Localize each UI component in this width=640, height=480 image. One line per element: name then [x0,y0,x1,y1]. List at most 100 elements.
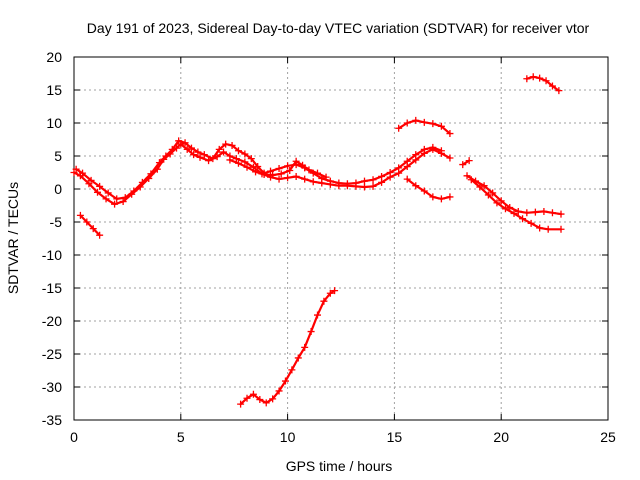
data-point [437,147,445,155]
data-point [326,289,334,297]
data-point [254,163,262,171]
data-point [241,150,249,158]
data-point [301,175,309,183]
data-point [531,208,539,216]
data-point [104,189,112,197]
y-tick-label: 5 [54,148,62,164]
data-point [326,177,334,185]
grid [74,57,608,420]
data-point [209,155,217,163]
y-axis-label: SDTVAR / TECUs [5,182,21,294]
data-point [360,177,368,185]
data-point [484,191,492,199]
data-point [501,205,509,213]
data-point [529,73,537,81]
data-point [130,187,138,195]
series-line [79,214,101,237]
data-point [275,387,283,395]
chart-title: Day 191 of 2023, Sidereal Day-to-day VTE… [87,20,590,36]
data-point [527,219,535,227]
y-tick-label: -35 [42,412,62,428]
series-low-arc [237,287,339,408]
data-point [222,140,230,148]
data-point [429,120,437,128]
data-point [76,211,84,219]
data-point [510,209,518,217]
data-point [465,157,473,165]
data-point [555,87,563,95]
series-line [75,139,443,200]
plot-frame [73,56,609,421]
series-line [72,143,451,206]
data-point [247,155,255,163]
data-point [514,207,522,215]
x-tick-labels: 0 5 10 15 20 25 [70,429,616,445]
data-point [72,165,80,173]
series-line [525,75,560,92]
data-point [277,170,285,178]
data-point [489,189,497,197]
data-point [480,182,488,190]
data-point [215,145,223,153]
data-point [294,354,302,362]
data-point [205,157,213,165]
y-tick-label: -10 [42,247,62,263]
data-point [200,151,208,159]
y-tick-label: 10 [46,115,62,131]
series-fall-trace [403,175,454,203]
series-early-dip [76,211,104,239]
data-point [260,170,268,178]
data-point [369,176,377,184]
data-point [234,159,242,167]
data-point [243,394,251,402]
data-point [335,179,343,187]
data-point [284,174,292,182]
data-point [305,166,313,174]
data-point [542,77,550,85]
data-point [262,399,270,407]
data-point [269,171,277,179]
data-point [369,182,377,190]
data-point [299,161,307,169]
data-point [378,178,386,186]
data-point [96,182,104,190]
data-point [412,182,420,190]
data-point [194,148,202,156]
data-point [288,366,296,374]
series-high-arc [523,73,563,95]
series-line [406,178,451,200]
data-point [121,194,129,202]
data-point [190,151,198,159]
series-late-trace-a [463,172,565,218]
data-point [403,175,411,183]
data-point [523,75,531,83]
y-tick-label: -25 [42,346,62,362]
y-tick-label: -15 [42,280,62,296]
data-point [343,180,351,188]
series-main-trace-b [72,137,445,203]
data-point [331,287,339,295]
data-point [309,178,317,186]
series-late-trace-b [467,176,565,233]
data-point [292,172,300,180]
data-point [437,195,445,203]
data-point [162,152,170,160]
data-point [557,225,565,233]
data-point [544,225,552,233]
data-point [360,183,368,191]
data-point [352,179,360,187]
x-tick-label: 25 [600,429,616,445]
data-point [523,209,531,217]
data-point [175,137,183,145]
data-point [87,176,95,184]
data-point [241,158,249,166]
y-tick-label: 15 [46,82,62,98]
data-point [275,175,283,183]
data-point [256,396,264,404]
data-point [187,144,195,152]
data-point [420,145,428,153]
data-point [540,207,548,215]
data-point [286,167,294,175]
data-point [243,163,251,171]
